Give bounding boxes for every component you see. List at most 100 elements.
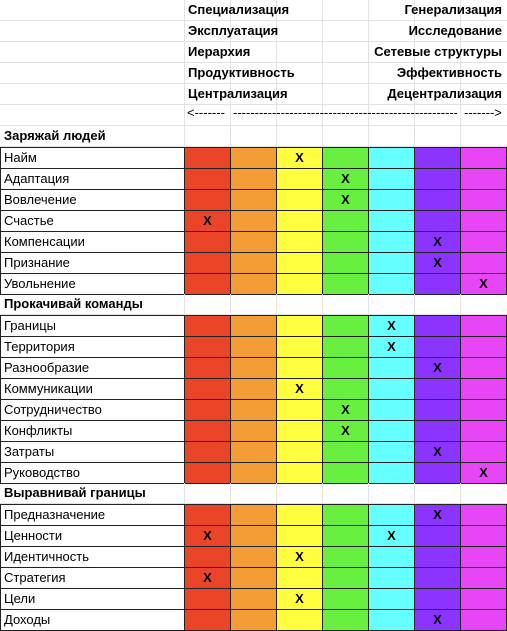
color-cell: [460, 609, 507, 631]
color-cell: [230, 588, 277, 610]
cell: [460, 294, 507, 315]
row-label: Увольнение: [0, 273, 185, 295]
cell: [0, 63, 185, 84]
cell: [368, 84, 415, 105]
cell: [184, 483, 231, 504]
color-cell: [414, 399, 461, 421]
color-cell: [184, 336, 231, 358]
color-cell: [460, 336, 507, 358]
cell: [276, 294, 323, 315]
color-cell: [184, 462, 231, 484]
cell: [184, 105, 231, 126]
cell: [0, 84, 185, 105]
color-cell: [230, 231, 277, 253]
cell: [0, 105, 185, 126]
color-cell: [414, 168, 461, 190]
cell: [414, 84, 461, 105]
row-label: Доходы: [0, 609, 185, 631]
color-cell: [276, 525, 323, 547]
color-cell: [414, 189, 461, 211]
cell: [322, 294, 369, 315]
color-cell: X: [184, 525, 231, 547]
color-cell: [184, 357, 231, 379]
color-cell: [184, 315, 231, 337]
color-cell: [368, 399, 415, 421]
cell: [460, 105, 507, 126]
cell: [322, 42, 369, 63]
color-cell: [368, 273, 415, 295]
color-cell: X: [414, 441, 461, 463]
cell: [460, 42, 507, 63]
color-cell: [322, 315, 369, 337]
color-cell: [414, 378, 461, 400]
row-label: Предназначение: [0, 504, 185, 526]
cell: [276, 0, 323, 21]
cell: [368, 105, 415, 126]
color-cell: [368, 504, 415, 526]
color-cell: [230, 462, 277, 484]
header-left: Эксплуатация: [188, 23, 279, 38]
color-cell: [460, 378, 507, 400]
cell: [414, 105, 461, 126]
arrow-left: <-------: [187, 105, 225, 120]
color-cell: X: [414, 504, 461, 526]
color-cell: [460, 441, 507, 463]
row-label: Признание: [0, 252, 185, 274]
cell: [368, 294, 415, 315]
row-label: Границы: [0, 315, 185, 337]
cell: [0, 42, 185, 63]
color-cell: [414, 546, 461, 568]
cell: [230, 42, 277, 63]
color-cell: X: [322, 168, 369, 190]
color-cell: [414, 315, 461, 337]
color-cell: [368, 609, 415, 631]
cell: [230, 126, 277, 147]
row-label: Ценности: [0, 525, 185, 547]
color-cell: X: [184, 210, 231, 232]
color-cell: X: [322, 420, 369, 442]
color-cell: [276, 252, 323, 274]
color-cell: [414, 273, 461, 295]
color-cell: X: [414, 231, 461, 253]
color-cell: [184, 420, 231, 442]
row-label: Цели: [0, 588, 185, 610]
color-cell: [460, 168, 507, 190]
cell: [184, 126, 231, 147]
color-cell: [368, 210, 415, 232]
color-cell: [460, 189, 507, 211]
cell: [276, 21, 323, 42]
color-cell: X: [414, 357, 461, 379]
arrow-right: ------->: [464, 105, 502, 120]
color-cell: [184, 609, 231, 631]
color-cell: [276, 420, 323, 442]
color-cell: [368, 168, 415, 190]
color-cell: [184, 189, 231, 211]
cell: [322, 84, 369, 105]
color-cell: [460, 546, 507, 568]
row-label: Территория: [0, 336, 185, 358]
cell: [230, 483, 277, 504]
color-cell: [322, 252, 369, 274]
cell: [460, 84, 507, 105]
cell: [276, 63, 323, 84]
color-cell: [322, 231, 369, 253]
color-cell: [276, 315, 323, 337]
cell: [368, 21, 415, 42]
header-right: Эффективность: [396, 65, 502, 80]
cell: [368, 63, 415, 84]
color-cell: [230, 546, 277, 568]
cell: [276, 126, 323, 147]
arrow-middle: ----------------------------------------…: [233, 105, 457, 120]
color-cell: [184, 546, 231, 568]
cell: [230, 84, 277, 105]
cell: [276, 483, 323, 504]
cell: [414, 63, 461, 84]
color-cell: [322, 357, 369, 379]
color-cell: [322, 462, 369, 484]
color-cell: [460, 357, 507, 379]
color-cell: [322, 273, 369, 295]
section-title: Заряжай людей: [4, 128, 106, 143]
color-cell: [460, 588, 507, 610]
header-left: Иерархия: [188, 44, 251, 59]
color-cell: [368, 441, 415, 463]
